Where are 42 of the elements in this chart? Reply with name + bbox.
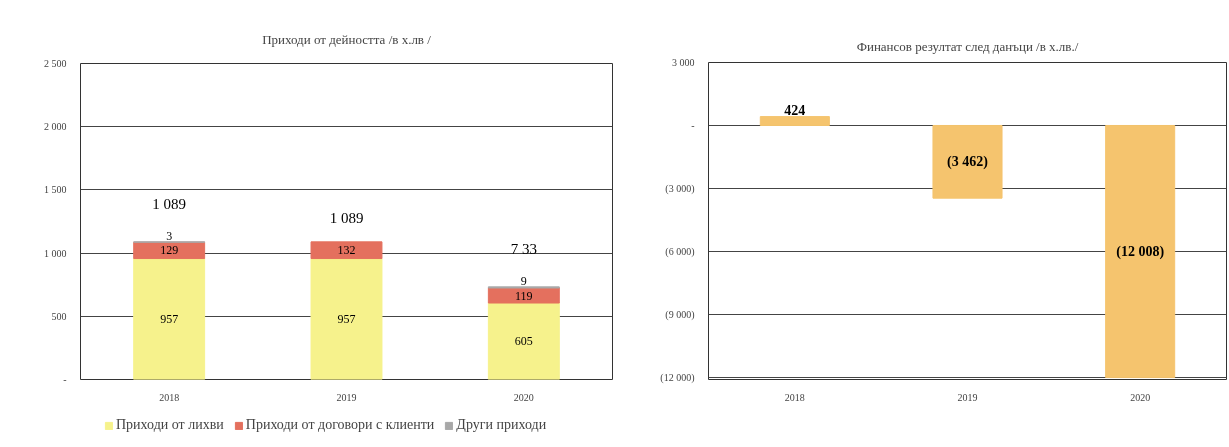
x-tick-label: 2018 xyxy=(159,391,180,403)
y-tick-label: 500 xyxy=(51,310,67,322)
data-label: 605 xyxy=(514,334,533,349)
legend-label: Други приходи xyxy=(456,417,547,433)
y-tick-label: (12 000) xyxy=(660,371,695,384)
x-tick-label: 2019 xyxy=(336,391,357,403)
y-tick-label: (9 000) xyxy=(665,308,695,321)
data-label: 3 xyxy=(166,228,173,243)
legend-label: Приходи от договори с клиенти xyxy=(245,417,435,433)
total-label: 7 33 xyxy=(510,240,537,257)
data-label: (12 008) xyxy=(1116,244,1165,261)
y-tick-label: 3 000 xyxy=(672,57,695,68)
data-label: 957 xyxy=(160,312,179,327)
data-label: (3 462) xyxy=(947,154,989,171)
data-label: 957 xyxy=(337,312,356,327)
y-tick-label: (6 000) xyxy=(665,245,695,258)
bar xyxy=(310,258,383,380)
y-tick-label: - xyxy=(691,119,695,131)
x-tick-label: 2020 xyxy=(513,391,534,403)
legend-label: Приходи от лихви xyxy=(116,417,224,433)
data-label: 132 xyxy=(337,243,356,258)
bar xyxy=(133,258,206,380)
x-tick-label: 2020 xyxy=(1130,391,1151,403)
bar xyxy=(310,241,383,260)
chart-title: Финансов резултат след данъци /в х.лв./ xyxy=(856,38,1079,54)
chart-title: Приходи от дейността /в х.лв / xyxy=(262,31,432,47)
x-tick-label: 2019 xyxy=(957,391,978,403)
y-tick-label: (3 000) xyxy=(665,182,695,195)
total-label: 1 089 xyxy=(329,209,364,226)
y-tick-label: 1 000 xyxy=(44,247,67,259)
bar xyxy=(133,241,206,260)
total-label: 1 089 xyxy=(152,195,187,212)
y-tick-label: - xyxy=(63,374,67,385)
y-tick-label: 1 500 xyxy=(44,184,67,196)
data-label: 119 xyxy=(515,288,533,303)
data-label: 9 xyxy=(520,273,527,288)
x-tick-label: 2018 xyxy=(784,391,805,403)
y-tick-label: 2 500 xyxy=(44,58,67,69)
data-label: 424 xyxy=(784,102,806,118)
data-label: 129 xyxy=(160,243,179,258)
y-tick-label: 2 000 xyxy=(44,121,67,133)
bar xyxy=(487,302,560,380)
